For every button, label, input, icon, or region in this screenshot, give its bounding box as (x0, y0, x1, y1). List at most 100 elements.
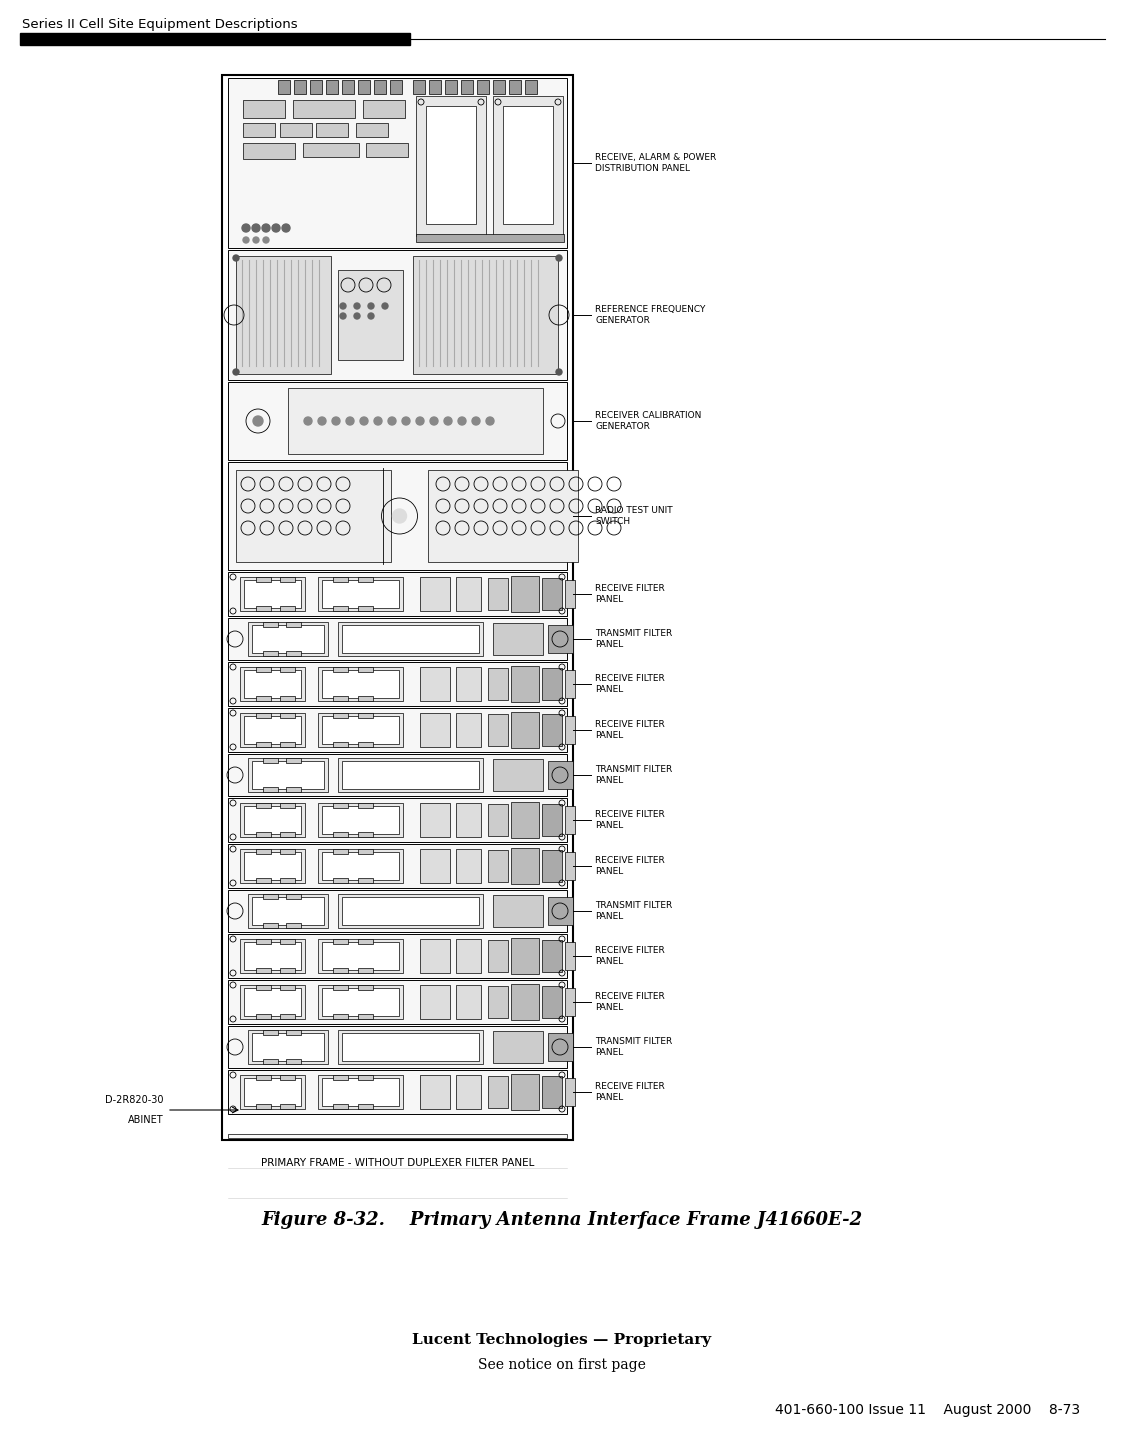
Bar (256, 666, 271, 672)
Bar (256, 1104, 271, 1110)
Bar (511, 848, 539, 884)
Bar (358, 576, 374, 582)
Bar (263, 894, 278, 899)
Bar (488, 804, 508, 837)
Bar (358, 1075, 374, 1080)
Bar (333, 714, 348, 718)
Bar (286, 758, 302, 764)
Bar (243, 143, 295, 159)
Bar (228, 708, 567, 752)
Bar (322, 942, 399, 970)
Bar (461, 80, 472, 94)
Text: RECEIVER CALIBRATION
GENERATOR: RECEIVER CALIBRATION GENERATOR (595, 410, 701, 430)
Circle shape (233, 369, 238, 375)
Text: RECEIVE, ALARM & POWER
DISTRIBUTION PANEL: RECEIVE, ALARM & POWER DISTRIBUTION PANE… (595, 153, 717, 173)
Text: RECEIVE FILTER
PANEL: RECEIVE FILTER PANEL (595, 857, 665, 877)
Bar (456, 985, 482, 1020)
Bar (228, 662, 567, 706)
Bar (333, 1014, 348, 1020)
Bar (333, 742, 348, 746)
Text: RECEIVE FILTER
PANEL: RECEIVE FILTER PANEL (595, 809, 665, 829)
Text: See notice on first page: See notice on first page (478, 1358, 646, 1371)
Bar (280, 940, 295, 944)
Text: TRANSMIT FILTER
PANEL: TRANSMIT FILTER PANEL (595, 901, 673, 921)
Bar (256, 714, 271, 718)
Bar (228, 1070, 567, 1114)
Bar (322, 852, 399, 879)
Bar (256, 1014, 271, 1020)
Bar (236, 470, 392, 562)
Bar (322, 716, 399, 744)
Text: ABINET: ABINET (128, 1115, 164, 1125)
Bar (318, 849, 403, 882)
Bar (420, 985, 450, 1020)
Bar (456, 1075, 482, 1110)
Circle shape (368, 313, 374, 319)
Bar (318, 985, 403, 1020)
Bar (342, 1032, 479, 1061)
Bar (358, 849, 374, 854)
Bar (420, 714, 450, 746)
Circle shape (304, 418, 312, 425)
Bar (456, 849, 482, 882)
Bar (280, 878, 295, 882)
Text: RECEIVE FILTER
PANEL: RECEIVE FILTER PANEL (595, 719, 665, 741)
Bar (286, 1030, 302, 1035)
Bar (511, 984, 539, 1020)
Bar (310, 80, 322, 94)
Bar (243, 123, 274, 137)
Bar (244, 716, 302, 744)
Text: REFERENCE FREQUENCY
GENERATOR: REFERENCE FREQUENCY GENERATOR (595, 305, 705, 325)
Bar (286, 1060, 302, 1064)
Bar (358, 968, 374, 972)
Circle shape (556, 255, 562, 262)
Circle shape (252, 225, 260, 232)
Bar (488, 940, 508, 972)
Bar (240, 1075, 305, 1110)
Text: RECEIVE FILTER
PANEL: RECEIVE FILTER PANEL (595, 1083, 665, 1103)
Circle shape (402, 418, 410, 425)
Bar (316, 123, 348, 137)
Bar (280, 832, 295, 837)
Bar (263, 651, 278, 656)
Bar (542, 987, 562, 1018)
Bar (240, 714, 305, 746)
Bar (228, 79, 567, 247)
Circle shape (360, 418, 368, 425)
Bar (256, 968, 271, 972)
Bar (565, 852, 575, 879)
Text: TRANSMIT FILTER
PANEL: TRANSMIT FILTER PANEL (595, 629, 673, 649)
Bar (240, 804, 305, 837)
Bar (342, 80, 354, 94)
Bar (542, 940, 562, 972)
Bar (493, 759, 543, 791)
Bar (244, 1078, 302, 1105)
Bar (456, 576, 482, 611)
Bar (416, 235, 564, 242)
Bar (228, 889, 567, 932)
Bar (565, 671, 575, 698)
Bar (356, 123, 388, 137)
Bar (256, 804, 271, 808)
Bar (420, 1075, 450, 1110)
Bar (542, 668, 562, 701)
Bar (338, 622, 483, 656)
Bar (333, 1104, 348, 1110)
Bar (294, 80, 306, 94)
Bar (256, 849, 271, 854)
Bar (488, 849, 508, 882)
Bar (420, 576, 450, 611)
Bar (333, 1075, 348, 1080)
Bar (333, 832, 348, 837)
Bar (240, 666, 305, 701)
Bar (456, 714, 482, 746)
Bar (228, 798, 567, 842)
Bar (416, 96, 486, 236)
Bar (252, 897, 324, 925)
Bar (358, 1014, 374, 1020)
Bar (342, 625, 479, 654)
Circle shape (430, 418, 438, 425)
Bar (228, 462, 567, 571)
Circle shape (416, 418, 424, 425)
Bar (358, 714, 374, 718)
